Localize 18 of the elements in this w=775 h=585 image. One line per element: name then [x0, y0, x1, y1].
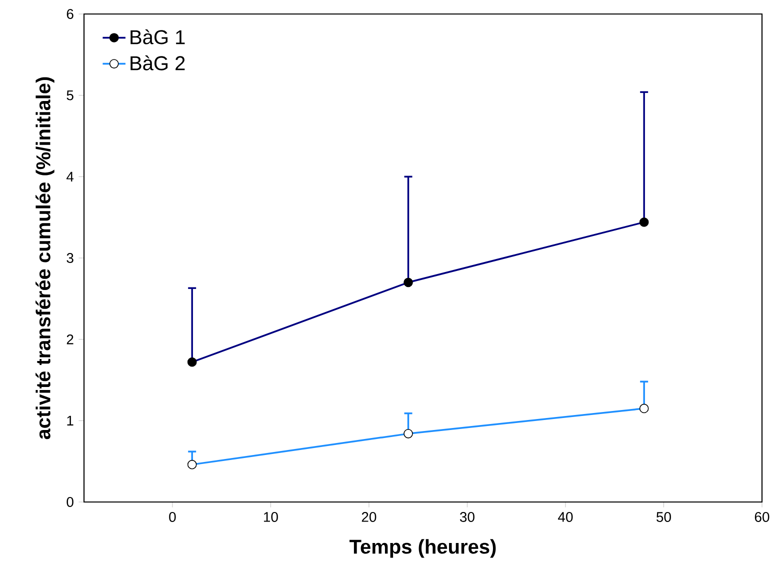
y-tick-label: 3	[66, 253, 74, 263]
y-tick-label: 0	[66, 497, 74, 507]
x-axis-title: Temps (heures)	[350, 539, 496, 558]
y-tick-label: 2	[66, 334, 74, 344]
y-tick-label: 6	[66, 9, 74, 19]
legend-label: BàG 2	[130, 55, 185, 70]
y-tick-label: 1	[67, 416, 74, 426]
x-tick-label: 40	[558, 512, 573, 522]
x-tick-label: 0	[169, 512, 176, 522]
x-tick-label: 10	[264, 512, 278, 522]
y-tick-label: 4	[66, 172, 74, 182]
x-tick-label: 20	[362, 512, 376, 522]
x-tick-label: 60	[754, 512, 770, 522]
y-tick-label: 5	[66, 90, 74, 100]
y-axis-title: activité transférée cumulée (%/initiale)	[36, 77, 54, 440]
legend-label: BàG 1	[130, 29, 185, 44]
x-tick-label: 30	[460, 512, 474, 522]
x-tick-label: 50	[656, 512, 671, 522]
